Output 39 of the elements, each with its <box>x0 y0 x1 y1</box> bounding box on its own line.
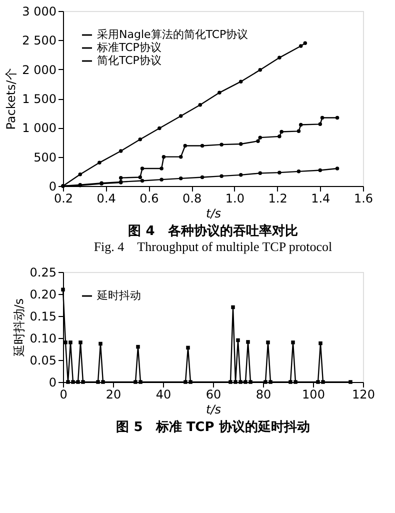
legend-label: 标准TCP协议 <box>96 41 162 54</box>
legend-label: 延时抖动 <box>96 289 141 302</box>
legend-label: 采用Nagle算法的简化TCP协议 <box>97 28 248 41</box>
y-tick-label: 1 000 <box>22 121 56 136</box>
x-tick-label: 1.2 <box>268 192 288 206</box>
y-tick-label: 0.25 <box>30 266 56 280</box>
text: 图 4 各种协议的吞吐率对比 <box>128 223 298 239</box>
y-tick-label: 0.05 <box>30 354 56 368</box>
text: 图 5 标准 TCP 协议的延时抖动 <box>116 419 310 435</box>
x-tick-label: 1.0 <box>225 192 244 206</box>
y-tick-label: 2 500 <box>22 34 56 48</box>
x-tick-label: 60 <box>206 388 222 402</box>
legend-label: 简化TCP协议 <box>97 54 162 67</box>
y-tick-label: 2 000 <box>22 62 56 77</box>
x-tick-label: 80 <box>256 388 272 402</box>
y-tick-label: 0 <box>48 376 56 390</box>
x-tick-label: 120 <box>352 388 375 402</box>
x-tick-label: 20 <box>106 388 122 402</box>
x-axis-title: t/s <box>206 402 221 416</box>
x-tick-label: 0.4 <box>96 192 116 206</box>
y-tick-label: 0 <box>48 180 56 194</box>
y-axis-title: Packets/个 <box>4 68 18 130</box>
y-tick-label: 0.15 <box>30 310 56 324</box>
x-tick-label: 0.8 <box>182 192 202 206</box>
x-tick-label: 100 <box>302 388 325 402</box>
y-tick-label: 0.20 <box>30 288 56 302</box>
x-tick-label: 1.6 <box>354 192 374 206</box>
y-tick-label: 1 500 <box>22 92 56 106</box>
x-tick-label: 0.2 <box>54 192 74 206</box>
x-tick-label: 1.4 <box>311 192 330 206</box>
text: Fig. 4 Throughput of multiple TCP protocol <box>94 239 333 254</box>
x-tick-label: 40 <box>156 388 172 402</box>
x-axis-title: t/s <box>206 206 221 220</box>
x-tick-label: 0.6 <box>140 192 159 206</box>
y-tick-label: 0.10 <box>30 332 56 346</box>
y-tick-label: 500 <box>34 150 56 164</box>
y-axis-title: 延时抖动/s <box>12 298 26 358</box>
y-tick-label: 3 000 <box>22 4 56 18</box>
x-tick-label: 0 <box>60 388 68 402</box>
